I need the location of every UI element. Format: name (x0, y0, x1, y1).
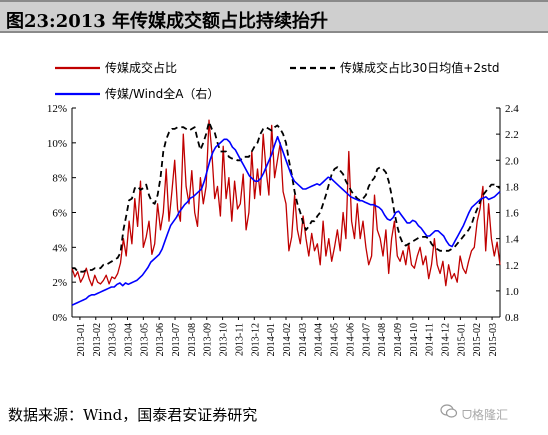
x-tick-label: 2013-06 (155, 323, 166, 356)
chart: 0% 2% 4% 6% 8% 10% 12% 0.8 1.0 1.2 1.4 1.6 1.8 2.0 2.2… (47, 60, 519, 356)
y-left-tick-label: 2% (52, 277, 67, 289)
y-right-tick-label: 2.2 (505, 129, 519, 141)
x-tick-label: 2015-02 (472, 323, 483, 356)
y-left-tick-label: 0% (52, 312, 67, 324)
series-lines (71, 119, 501, 306)
legend-label-1: 传媒成交占比 (105, 60, 177, 75)
x-tick-label: 2014-03 (298, 323, 309, 356)
series-line-2 (72, 121, 501, 273)
title-bar: 图23:2013 年传媒成交额占比持续抬升 (0, 0, 548, 33)
x-tick-label: 2014-11 (425, 323, 436, 356)
x-tick-label: 2013-07 (171, 323, 182, 356)
y-right-tick-label: 1.4 (505, 234, 519, 246)
legend-label-3: 传媒/Wind全A（右） (105, 86, 219, 101)
x-tick-label: 2014-02 (282, 323, 293, 356)
x-tick-label: 2014-01 (266, 323, 277, 356)
x-tick-label: 2014-05 (330, 323, 341, 356)
source-note: 数据来源：Wind，国泰君安证券研究 (8, 406, 258, 424)
y-left-tick-label: 8% (52, 173, 67, 185)
x-tick-label: 2013-05 (139, 323, 150, 356)
x-tick-label: 2015-03 (488, 323, 499, 356)
x-tick-label: 2013-02 (92, 323, 103, 356)
y-left-tick-label: 6% (52, 208, 67, 220)
y-right-tick-label: 1.2 (505, 260, 519, 272)
x-tick-label: 2013-03 (108, 323, 119, 356)
figure-title: 图23:2013 年传媒成交额占比持续抬升 (6, 11, 329, 32)
y-right-tick-label: 2.0 (505, 155, 519, 167)
x-tick-label: 2015-01 (456, 323, 467, 356)
x-tick-label: 2014-12 (441, 323, 452, 356)
x-tick-label: 2014-10 (409, 323, 420, 356)
y-left-tick-label: 4% (52, 242, 67, 254)
x-tick-label: 2013-09 (203, 323, 214, 356)
y-right-tick-label: 1.0 (505, 286, 519, 298)
legend: 传媒成交占比 传媒成交占比30日均值+2std 传媒/Wind全A（右） (55, 60, 500, 101)
y-right-tick-label: 1.6 (505, 208, 519, 220)
x-tick-label: 2013-12 (250, 323, 261, 356)
x-tick-label: 2014-08 (377, 323, 388, 356)
y-right-tick-label: 0.8 (505, 312, 519, 324)
watermark: ᗜ格隆汇 (462, 408, 508, 422)
y-right-tick-label: 2.4 (505, 103, 519, 115)
y-right-tick-label: 1.8 (505, 181, 519, 193)
x-tick-label: 2014-06 (345, 323, 356, 356)
y-left-tick-label: 12% (47, 103, 67, 115)
y-left-tick-label: 10% (47, 138, 67, 150)
x-tick-label: 2013-10 (219, 323, 230, 356)
x-tick-label: 2013-01 (76, 323, 87, 356)
x-tick-label: 2013-11 (234, 323, 245, 356)
series-line-3 (71, 135, 501, 306)
x-tick-label: 2014-04 (314, 323, 325, 356)
series-line-1 (71, 119, 501, 287)
wechat-icon (440, 404, 458, 418)
legend-label-2: 传媒成交占比30日均值+2std (340, 60, 500, 75)
x-tick-label: 2013-04 (123, 323, 134, 356)
axes: 0% 2% 4% 6% 8% 10% 12% 0.8 1.0 1.2 1.4 1.6 1.8 2.0 2.2… (47, 103, 519, 356)
x-tick-label: 2013-08 (187, 323, 198, 356)
x-tick-label: 2014-09 (393, 323, 404, 356)
x-tick-label: 2014-07 (361, 323, 372, 356)
